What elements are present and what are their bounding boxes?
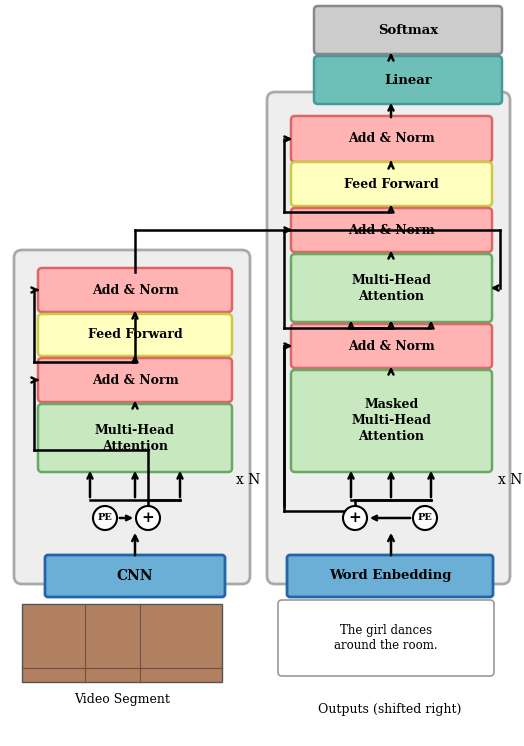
Text: PE: PE [418,513,432,522]
Circle shape [136,506,160,530]
Text: Feed Forward: Feed Forward [88,328,182,342]
Text: Add & Norm: Add & Norm [92,283,178,296]
Text: Linear: Linear [384,74,432,87]
FancyBboxPatch shape [291,116,492,162]
Text: PE: PE [97,513,113,522]
Text: Multi-Head
Attention: Multi-Head Attention [352,274,431,302]
Text: Add & Norm: Add & Norm [92,374,178,386]
Text: x N: x N [236,473,260,487]
FancyBboxPatch shape [291,324,492,368]
Text: Video Segment: Video Segment [74,694,170,706]
Circle shape [413,506,437,530]
FancyBboxPatch shape [291,370,492,472]
FancyBboxPatch shape [38,314,232,356]
FancyBboxPatch shape [45,555,225,597]
FancyBboxPatch shape [38,358,232,402]
FancyBboxPatch shape [291,208,492,252]
Text: +: + [141,511,155,525]
FancyBboxPatch shape [314,6,502,54]
Circle shape [93,506,117,530]
Text: The girl dances
around the room.: The girl dances around the room. [334,624,438,652]
Text: Multi-Head
Attention: Multi-Head Attention [95,424,175,453]
Text: +: + [348,511,362,525]
Text: Add & Norm: Add & Norm [348,339,435,353]
FancyBboxPatch shape [287,555,493,597]
FancyBboxPatch shape [278,600,494,676]
FancyBboxPatch shape [291,162,492,206]
FancyBboxPatch shape [267,92,510,584]
FancyBboxPatch shape [314,56,502,104]
Text: x N: x N [498,473,522,487]
Text: Add & Norm: Add & Norm [348,133,435,145]
Text: Outputs (shifted right): Outputs (shifted right) [318,703,462,716]
Circle shape [343,506,367,530]
Text: Add & Norm: Add & Norm [348,224,435,236]
FancyBboxPatch shape [291,254,492,322]
Text: Masked
Multi-Head
Attention: Masked Multi-Head Attention [352,398,431,444]
FancyBboxPatch shape [38,268,232,312]
FancyBboxPatch shape [38,404,232,472]
Text: Feed Forward: Feed Forward [344,178,439,190]
Text: Softmax: Softmax [378,24,438,37]
FancyBboxPatch shape [22,604,222,682]
Text: Word Enbedding: Word Enbedding [329,569,451,583]
FancyBboxPatch shape [14,250,250,584]
Text: CNN: CNN [117,569,154,583]
